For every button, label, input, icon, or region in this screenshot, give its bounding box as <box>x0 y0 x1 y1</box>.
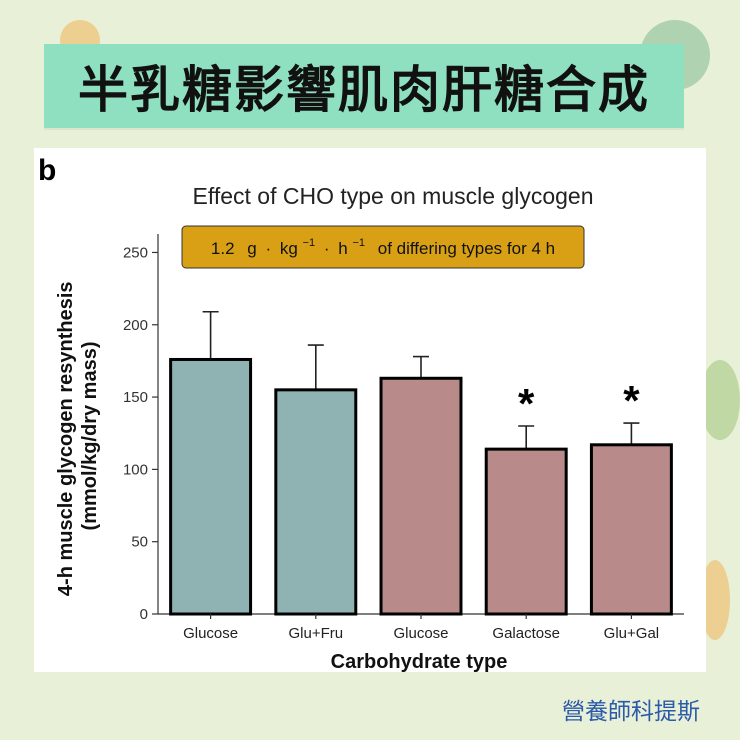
annotation-box-bg <box>181 225 585 269</box>
significance-marker: * <box>623 377 640 424</box>
y-tick-label: 250 <box>123 244 148 261</box>
annotation-box: 1.2 g · kg −1 · h −1 of differing types … <box>181 225 585 269</box>
significance-marker: * <box>518 380 535 427</box>
annotation-suffix: of differing types for 4 h <box>378 239 555 258</box>
y-tick-label: 150 <box>123 389 148 406</box>
panel-label: b <box>38 154 56 187</box>
chart-card: b Effect of CHO type on muscle glycogen … <box>34 148 706 673</box>
annotation-exp-1: −1 <box>303 237 316 249</box>
chart-title: Effect of CHO type on muscle glycogen <box>193 183 594 209</box>
annotation-exp-2: −1 <box>352 237 365 249</box>
bar <box>589 443 673 616</box>
annotation-unit-g: g <box>247 239 256 258</box>
annotation-unit-kg: kg <box>280 239 298 258</box>
annotation-rate: 1.2 <box>211 239 235 258</box>
y-tick-label: 200 <box>123 317 148 334</box>
x-tick-label: Glucose <box>183 625 238 642</box>
bar <box>484 447 568 616</box>
bar <box>379 376 463 616</box>
x-axis-label: Carbohydrate type <box>331 651 508 672</box>
bar-chart: b Effect of CHO type on muscle glycogen … <box>38 154 684 673</box>
y-axis-label: 4-h muscle glycogen resynthesis (mmol/kg… <box>55 276 101 596</box>
y-tick-label: 100 <box>123 461 148 478</box>
leaf-decoration <box>700 360 740 440</box>
x-tick-label: Glu+Gal <box>604 625 659 642</box>
title-banner: 半乳糖影響肌肉肝糖合成 <box>44 44 684 128</box>
bar <box>169 357 253 616</box>
x-tick-label: Glu+Fru <box>288 625 343 642</box>
y-tick-label: 0 <box>140 606 148 623</box>
annotation-text: 1.2 g · kg −1 · h −1 of differing types … <box>211 231 555 258</box>
bar <box>274 388 358 616</box>
annotation-unit-h: h <box>338 239 347 258</box>
x-tick-label: Glucose <box>393 625 448 642</box>
brand-footer: 營養師科提斯 <box>562 699 700 725</box>
x-tick-label: Galactose <box>492 625 560 642</box>
plot-area: 0 50 100 150 200 250 Glucose Glu+Fru Glucose Gala… <box>123 234 684 642</box>
banner-title: 半乳糖影響肌肉肝糖合成 <box>78 61 650 119</box>
y-tick-label: 50 <box>131 534 148 551</box>
